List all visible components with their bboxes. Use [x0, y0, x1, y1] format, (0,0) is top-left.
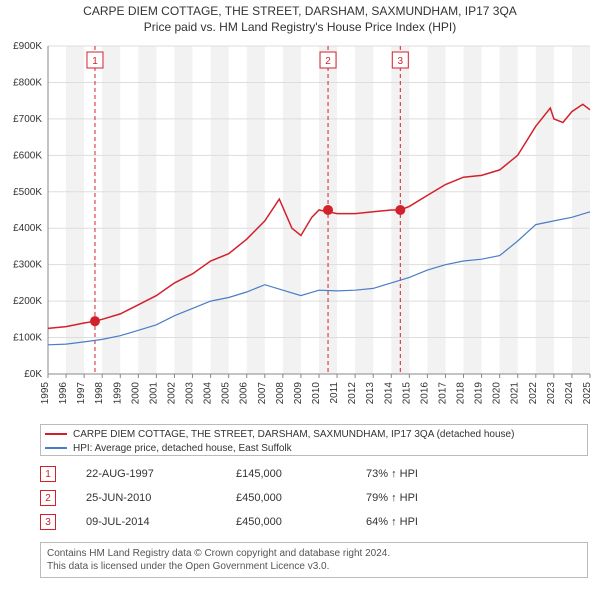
- svg-text:£700K: £700K: [13, 114, 42, 125]
- svg-text:2003: 2003: [185, 382, 196, 405]
- event-delta-3: 64% ↑ HPI: [366, 516, 418, 528]
- svg-text:£400K: £400K: [13, 223, 42, 234]
- event-price-2: £450,000: [236, 492, 366, 504]
- svg-text:1: 1: [92, 56, 98, 67]
- svg-text:2016: 2016: [419, 382, 430, 405]
- svg-text:2010: 2010: [311, 382, 322, 405]
- footer-line-2: This data is licensed under the Open Gov…: [47, 560, 581, 573]
- event-badge-1: 1: [40, 466, 56, 482]
- svg-text:2012: 2012: [347, 382, 358, 405]
- svg-text:2004: 2004: [203, 382, 214, 405]
- svg-text:1998: 1998: [94, 382, 105, 405]
- svg-text:2000: 2000: [130, 382, 141, 405]
- svg-text:2002: 2002: [166, 382, 177, 405]
- svg-text:£300K: £300K: [13, 260, 42, 271]
- legend-label-hpi: HPI: Average price, detached house, East…: [73, 443, 292, 454]
- svg-text:2020: 2020: [492, 382, 503, 405]
- event-date-2: 25-JUN-2010: [86, 492, 236, 504]
- svg-text:£500K: £500K: [13, 187, 42, 198]
- price-chart: £0K £100K £200K £300K £400K £500K £600K £700K £8…: [0, 40, 600, 420]
- svg-text:£800K: £800K: [13, 77, 42, 88]
- svg-text:1997: 1997: [76, 382, 87, 405]
- event-date-3: 09-JUL-2014: [86, 516, 236, 528]
- svg-text:2019: 2019: [474, 382, 485, 405]
- event-row-2: 2 25-JUN-2010 £450,000 79% ↑ HPI: [40, 486, 588, 510]
- page-subtitle: Price paid vs. HM Land Registry's House …: [0, 18, 600, 34]
- legend-box: CARPE DIEM COTTAGE, THE STREET, DARSHAM,…: [40, 424, 588, 456]
- footer-box: Contains HM Land Registry data © Crown c…: [40, 542, 588, 578]
- svg-text:2023: 2023: [546, 382, 557, 405]
- legend-label-property: CARPE DIEM COTTAGE, THE STREET, DARSHAM,…: [73, 429, 514, 440]
- legend-swatch-hpi: [45, 447, 67, 449]
- event-date-1: 22-AUG-1997: [86, 468, 236, 480]
- svg-text:£600K: £600K: [13, 150, 42, 161]
- svg-text:1996: 1996: [58, 382, 69, 405]
- svg-text:2022: 2022: [528, 382, 539, 405]
- svg-text:2001: 2001: [148, 382, 159, 405]
- svg-text:2008: 2008: [275, 382, 286, 405]
- svg-text:2007: 2007: [257, 382, 268, 405]
- legend-swatch-property: [45, 433, 67, 435]
- svg-text:2011: 2011: [329, 382, 340, 404]
- svg-text:£0K: £0K: [24, 369, 42, 380]
- svg-text:£200K: £200K: [13, 296, 42, 307]
- svg-text:1999: 1999: [112, 382, 123, 405]
- event-price-3: £450,000: [236, 516, 366, 528]
- svg-text:2005: 2005: [221, 382, 232, 405]
- svg-text:2024: 2024: [564, 382, 575, 405]
- svg-text:2021: 2021: [510, 382, 521, 405]
- event-delta-1: 73% ↑ HPI: [366, 468, 418, 480]
- svg-text:2025: 2025: [582, 382, 593, 405]
- svg-text:2014: 2014: [383, 382, 394, 405]
- legend-item-hpi: HPI: Average price, detached house, East…: [45, 441, 583, 455]
- event-row-3: 3 09-JUL-2014 £450,000 64% ↑ HPI: [40, 510, 588, 534]
- svg-text:3: 3: [398, 56, 404, 67]
- svg-text:2015: 2015: [401, 382, 412, 405]
- svg-text:£900K: £900K: [13, 41, 42, 52]
- event-badge-3: 3: [40, 514, 56, 530]
- event-delta-2: 79% ↑ HPI: [366, 492, 418, 504]
- svg-text:£100K: £100K: [13, 333, 42, 344]
- svg-text:2009: 2009: [293, 382, 304, 405]
- page-title: CARPE DIEM COTTAGE, THE STREET, DARSHAM,…: [0, 0, 600, 18]
- legend-item-property: CARPE DIEM COTTAGE, THE STREET, DARSHAM,…: [45, 427, 583, 441]
- event-price-1: £145,000: [236, 468, 366, 480]
- svg-text:2018: 2018: [456, 382, 467, 405]
- event-row-1: 1 22-AUG-1997 £145,000 73% ↑ HPI: [40, 462, 588, 486]
- svg-text:2013: 2013: [365, 382, 376, 405]
- event-badge-2: 2: [40, 490, 56, 506]
- svg-text:1995: 1995: [40, 382, 51, 405]
- footer-line-1: Contains HM Land Registry data © Crown c…: [47, 547, 581, 560]
- events-table: 1 22-AUG-1997 £145,000 73% ↑ HPI 2 25-JU…: [40, 462, 588, 534]
- svg-text:2017: 2017: [437, 382, 448, 405]
- svg-text:2: 2: [325, 56, 331, 67]
- svg-text:2006: 2006: [239, 382, 250, 405]
